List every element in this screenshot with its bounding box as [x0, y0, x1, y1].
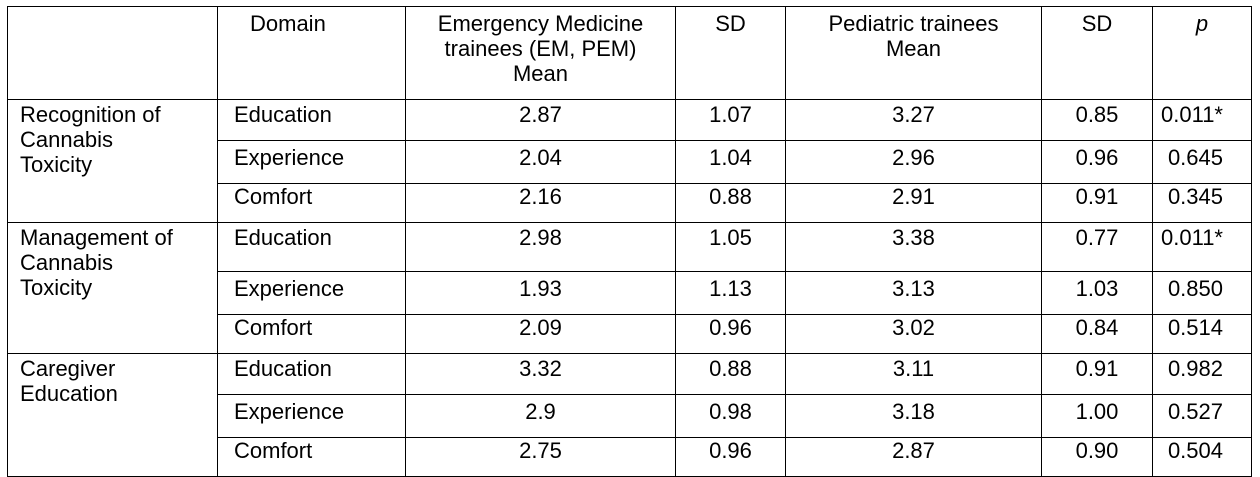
cell-domain: Comfort [217, 314, 406, 354]
cell-p: 0.645 [1152, 140, 1252, 184]
cell-em-mean: 2.98 [405, 222, 676, 272]
cell-domain: Experience [217, 394, 406, 438]
table-row: Experience 1.93 1.13 3.13 1.03 0.850 [8, 271, 1252, 315]
cell-em-sd: 0.98 [675, 394, 786, 438]
cell-em-sd: 1.04 [675, 140, 786, 184]
header-em-mean: Emergency Medicine trainees (EM, PEM) Me… [405, 6, 676, 100]
cell-p: 0.011* [1152, 99, 1252, 141]
group-label-line2: Education [20, 381, 118, 406]
cell-ped-sd: 0.96 [1041, 140, 1153, 184]
group-label-line1: Management of [20, 225, 173, 250]
cell-ped-mean: 2.96 [785, 140, 1042, 184]
cell-p: 0.504 [1152, 437, 1252, 477]
cell-em-sd: 1.13 [675, 271, 786, 315]
header-ped-mean-line2: Mean [885, 36, 942, 61]
table-row: Comfort 2.09 0.96 3.02 0.84 0.514 [8, 314, 1252, 354]
cell-ped-mean: 3.27 [785, 99, 1042, 141]
group-label-line2: Cannabis [20, 250, 113, 275]
group-label-line3: Toxicity [20, 275, 93, 300]
cell-ped-mean: 3.18 [785, 394, 1042, 438]
cell-ped-mean: 3.13 [785, 271, 1042, 315]
header-em-mean-line1: Emergency Medicine [437, 11, 644, 36]
cell-ped-sd: 0.84 [1041, 314, 1153, 354]
header-domain: Domain [217, 6, 406, 100]
cell-em-sd: 0.88 [675, 353, 786, 395]
cell-domain: Experience [217, 140, 406, 184]
table-row: Comfort 2.75 0.96 2.87 0.90 0.504 [8, 437, 1252, 477]
cell-ped-mean: 2.87 [785, 437, 1042, 477]
cell-em-mean: 3.32 [405, 353, 676, 395]
cell-em-mean: 2.09 [405, 314, 676, 354]
header-p: p [1152, 6, 1252, 100]
cell-p: 0.011* [1152, 222, 1252, 272]
cell-domain: Education [217, 353, 406, 395]
cell-p: 0.345 [1152, 183, 1252, 223]
cell-ped-sd: 1.00 [1041, 394, 1153, 438]
cell-ped-sd: 1.03 [1041, 271, 1153, 315]
cell-em-sd: 0.96 [675, 437, 786, 477]
cell-em-sd: 1.07 [675, 99, 786, 141]
cell-em-mean: 2.16 [405, 183, 676, 223]
group-label-caregiver: Caregiver Education [7, 353, 218, 477]
cell-p: 0.850 [1152, 271, 1252, 315]
cell-domain: Education [217, 99, 406, 141]
cell-p: 0.527 [1152, 394, 1252, 438]
cell-ped-mean: 3.02 [785, 314, 1042, 354]
cell-domain: Education [217, 222, 406, 272]
cell-domain: Comfort [217, 437, 406, 477]
cell-p: 0.982 [1152, 353, 1252, 395]
header-em-mean-line3: Mean [512, 61, 569, 86]
results-table: Domain Emergency Medicine trainees (EM, … [7, 6, 1252, 477]
cell-p: 0.514 [1152, 314, 1252, 354]
cell-ped-mean: 3.38 [785, 222, 1042, 272]
table-row: Caregiver Education Education 3.32 0.88 … [7, 353, 1252, 477]
cell-em-mean: 2.9 [405, 394, 676, 438]
group-label-line3: Toxicity [20, 152, 93, 177]
cell-ped-sd: 0.77 [1041, 222, 1153, 272]
cell-domain: Comfort [217, 183, 406, 223]
cell-em-sd: 0.96 [675, 314, 786, 354]
group-label-recognition: Recognition of Cannabis Toxicity [7, 99, 218, 223]
table-row: Management of Cannabis Toxicity Educatio… [7, 222, 1252, 354]
table-row: Comfort 2.16 0.88 2.91 0.91 0.345 [8, 183, 1252, 223]
header-em-sd: SD [675, 6, 786, 100]
group-label-line1: Recognition of [20, 102, 161, 127]
header-ped-sd: SD [1041, 6, 1153, 100]
cell-ped-sd: 0.91 [1041, 353, 1153, 395]
header-em-mean-line2: trainees (EM, PEM) [444, 36, 637, 61]
cell-ped-mean: 2.91 [785, 183, 1042, 223]
cell-ped-mean: 3.11 [785, 353, 1042, 395]
cell-domain: Experience [217, 271, 406, 315]
group-label-line2: Cannabis [20, 127, 113, 152]
header-row: Domain Emergency Medicine trainees (EM, … [7, 6, 1252, 100]
cell-ped-sd: 0.85 [1041, 99, 1153, 141]
cell-em-mean: 1.93 [405, 271, 676, 315]
group-label-line1: Caregiver [20, 356, 116, 381]
header-ped-mean: Pediatric trainees Mean [785, 6, 1042, 100]
cell-em-mean: 2.87 [405, 99, 676, 141]
cell-ped-sd: 0.90 [1041, 437, 1153, 477]
header-blank [7, 6, 218, 100]
group-label-management: Management of Cannabis Toxicity [7, 222, 218, 354]
cell-em-mean: 2.75 [405, 437, 676, 477]
cell-em-mean: 2.04 [405, 140, 676, 184]
header-ped-mean-line1: Pediatric trainees [828, 11, 999, 36]
table-row: Recognition of Cannabis Toxicity Educati… [7, 99, 1252, 223]
cell-ped-sd: 0.91 [1041, 183, 1153, 223]
cell-em-sd: 1.05 [675, 222, 786, 272]
table-row: Experience 2.9 0.98 3.18 1.00 0.527 [8, 394, 1252, 438]
cell-em-sd: 0.88 [675, 183, 786, 223]
